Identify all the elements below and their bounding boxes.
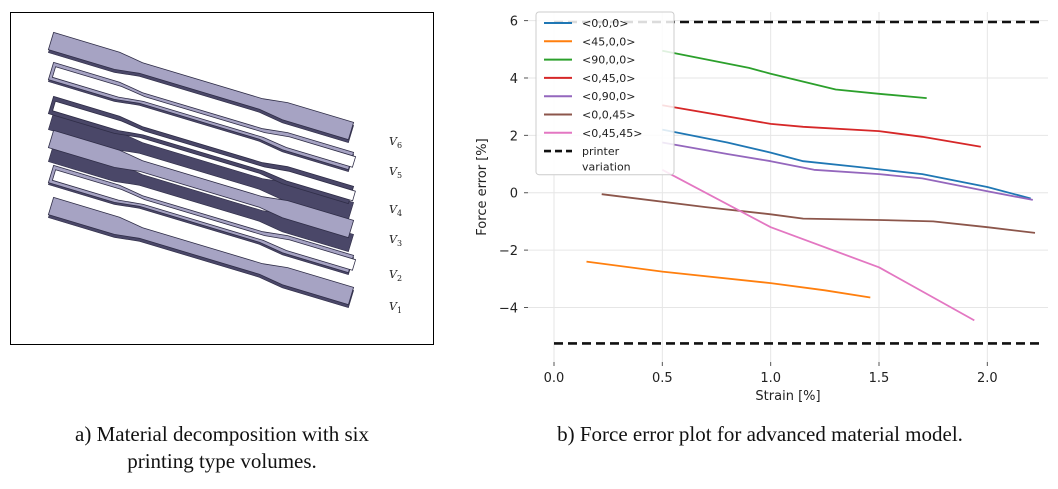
y-tick-label: 2: [510, 129, 518, 144]
caption-a-line2: printing type volumes.: [127, 449, 317, 473]
y-tick-label: 6: [510, 15, 518, 30]
volume-label-4: V4: [389, 203, 402, 218]
decomposition-illustration: V6 V5 V4 V3 V2 V1: [47, 31, 402, 315]
volume-layer-1: [47, 196, 355, 308]
material-decomposition-figure: V6 V5 V4 V3 V2 V1: [10, 12, 434, 345]
legend-label-2: <90,0,0>: [582, 54, 635, 67]
y-axis-label: Force error [%]: [475, 138, 490, 235]
x-tick-label: 2.0: [977, 371, 998, 386]
volume-label-5: V5: [389, 165, 402, 180]
legend-label-1: <45,0,0>: [582, 35, 635, 48]
chart-svg: 0.0 0.5 1.0 1.5 2.0 −4 −2 0 2 4 6 Strain [%] Force e…: [475, 11, 1048, 404]
series-line-0: [662, 128, 1031, 200]
series-layer: [554, 20, 1042, 345]
volume-layer-4: [47, 95, 356, 220]
series-line-1: [586, 260, 871, 299]
legend-label-0: <0,0,0>: [582, 17, 628, 30]
volume-layer-3: [47, 129, 355, 252]
series-line-5: [601, 193, 1036, 234]
x-tick-label: 1.0: [760, 371, 781, 386]
volume-layer-6: [47, 31, 355, 143]
legend-label-7: printer: [582, 145, 620, 158]
x-axis-label: Strain [%]: [755, 389, 820, 404]
caption-a: a) Material decomposition with six print…: [10, 421, 434, 475]
legend-label-7-line2: variation: [582, 161, 631, 174]
y-tick-label: 4: [510, 72, 518, 87]
series-line-4: [662, 141, 1033, 201]
axes-layer: 0.0 0.5 1.0 1.5 2.0 −4 −2 0 2 4 6 Strain [%] Force e…: [475, 15, 998, 404]
legend-label-6: <0,45,45>: [582, 127, 642, 140]
volume-label-2: V2: [389, 268, 402, 283]
volume-label-1: V1: [389, 300, 402, 315]
series-line-6: [661, 169, 975, 322]
legend-label-5: <0,0,45>: [582, 109, 635, 122]
y-tick-label: −2: [499, 244, 518, 259]
volume-label-3: V3: [389, 233, 402, 248]
series-line-3: [662, 104, 981, 148]
caption-a-line1: a) Material decomposition with six: [75, 422, 369, 446]
y-tick-label: −4: [499, 301, 518, 316]
y-tick-label: 0: [510, 187, 518, 202]
x-tick-label: 1.5: [869, 371, 890, 386]
legend: <0,0,0> <45,0,0> <90,0,0> <0,45,0> <0,90,0> <…: [535, 11, 675, 176]
x-tick-label: 0.0: [544, 371, 565, 386]
x-tick-label: 0.5: [652, 371, 673, 386]
force-error-chart: 0.0 0.5 1.0 1.5 2.0 −4 −2 0 2 4 6 Strain [%] Force e…: [462, 0, 1058, 410]
series-line-2: [662, 49, 927, 99]
legend-box: [535, 11, 675, 176]
caption-b: b) Force error plot for advanced materia…: [557, 422, 963, 446]
legend-label-3: <0,45,0>: [582, 72, 635, 85]
volume-layer-5: [47, 61, 357, 172]
volume-label-6: V6: [389, 135, 402, 150]
legend-label-4: <0,90,0>: [582, 90, 635, 103]
volume-layer-2: [47, 164, 357, 275]
